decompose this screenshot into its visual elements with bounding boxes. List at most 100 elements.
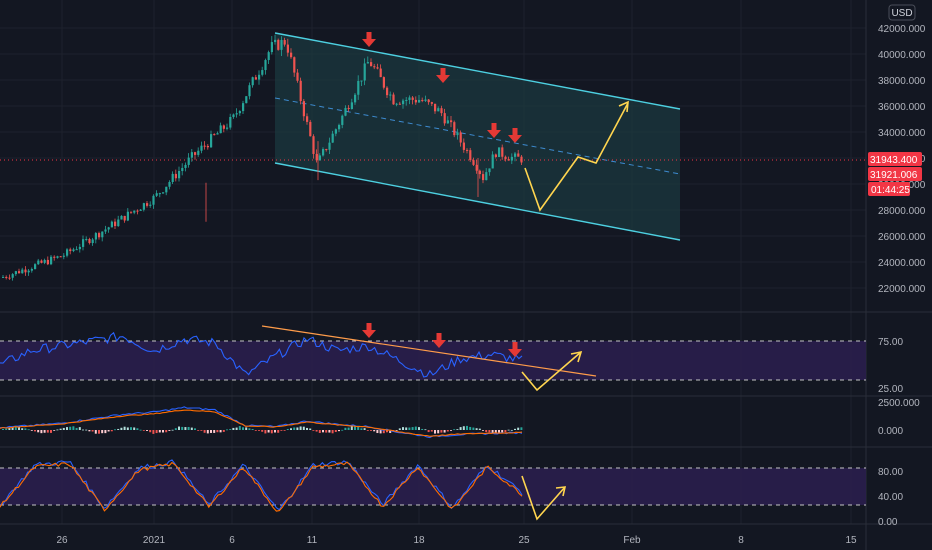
macd-histogram-bar xyxy=(360,428,363,430)
down-arrow-icon xyxy=(487,123,501,138)
macd-histogram xyxy=(2,425,523,434)
channel-mid-line[interactable] xyxy=(274,97,681,175)
time-axis[interactable]: 26 2021 6 11 18 25 Feb 8 15 xyxy=(56,535,857,546)
oscillator-axes[interactable]: 75.00 25.00 2500.000 0.000 80.00 40.00 0.00 xyxy=(878,337,920,528)
candle-body xyxy=(392,94,395,105)
candle-body xyxy=(296,72,299,81)
candle-body xyxy=(56,256,59,258)
candle-body xyxy=(504,156,507,160)
macd-histogram-bar xyxy=(155,430,158,434)
candle-body xyxy=(21,269,24,274)
price-tick-label: 26000.000 xyxy=(878,232,926,243)
macd-histogram-bar xyxy=(232,427,235,430)
macd-histogram-bar xyxy=(395,430,398,431)
macd-histogram-bar xyxy=(446,430,449,432)
macd-histogram-bar xyxy=(424,429,427,431)
macd-histogram-bar xyxy=(142,430,145,431)
macd-histogram-bar xyxy=(376,430,379,434)
candle-body xyxy=(258,74,261,80)
macd-histogram-bar xyxy=(389,430,392,433)
macd-histogram-bar xyxy=(130,427,132,430)
macd-histogram-bar xyxy=(18,427,20,430)
time-tick-label: 18 xyxy=(413,535,425,546)
candle-body xyxy=(318,155,321,161)
macd-histogram-bar xyxy=(302,426,305,430)
macd-histogram-bar xyxy=(485,430,488,433)
currency-badge[interactable]: USD xyxy=(888,4,916,21)
candle-body xyxy=(50,256,53,265)
candle-body xyxy=(171,173,174,182)
time-tick-label: 15 xyxy=(845,535,857,546)
candle-body xyxy=(456,132,459,136)
candle-body xyxy=(14,271,17,275)
candle-body xyxy=(402,100,405,105)
rsi-line xyxy=(0,331,523,378)
candle-body xyxy=(40,260,43,263)
macd-histogram-bar xyxy=(520,427,523,430)
candle-body xyxy=(347,107,350,110)
currency-label: USD xyxy=(891,8,912,19)
time-tick-label: 6 xyxy=(229,535,235,546)
macd-histogram-bar xyxy=(280,430,283,431)
candle-body xyxy=(277,39,280,50)
macd-histogram-bar xyxy=(181,426,184,430)
time-tick-label: 25 xyxy=(518,535,530,546)
macd-histogram-bar xyxy=(165,430,168,433)
candle-body xyxy=(440,108,443,114)
macd-histogram-bar xyxy=(229,429,232,430)
macd-histogram-bar xyxy=(430,430,433,432)
macd-histogram-bar xyxy=(462,426,465,430)
candle-body xyxy=(242,103,245,112)
macd-histogram-bar xyxy=(200,430,203,431)
candle-body xyxy=(206,145,209,148)
candle-body xyxy=(101,231,104,238)
candle-body xyxy=(75,249,78,251)
macd-histogram-bar xyxy=(11,426,14,430)
macd-histogram-bar xyxy=(472,427,475,430)
last-price-value: 31943.400 xyxy=(870,155,918,166)
down-arrow-icon xyxy=(508,128,522,143)
macd-histogram-bar xyxy=(344,427,347,430)
candle-body xyxy=(411,97,414,100)
macd-histogram-bar xyxy=(482,430,484,431)
candle-body xyxy=(443,113,446,124)
candle-body xyxy=(520,156,523,163)
channel-lower-line[interactable] xyxy=(274,162,681,241)
macd-histogram-bar xyxy=(398,428,401,430)
macd-histogram-bar xyxy=(126,427,129,430)
candle-body xyxy=(389,94,392,96)
candle-body xyxy=(107,227,110,230)
projection-path-main[interactable] xyxy=(524,102,629,212)
macd-panel xyxy=(0,406,523,439)
price-channel[interactable] xyxy=(274,32,681,241)
candle-body xyxy=(30,269,33,271)
candle-body xyxy=(482,174,485,181)
candle-body xyxy=(174,173,177,179)
macd-histogram-bar xyxy=(270,430,273,434)
macd-histogram-bar xyxy=(341,429,344,431)
candle-body xyxy=(152,195,155,205)
candle-body xyxy=(414,99,417,103)
macd-histogram-bar xyxy=(107,430,110,432)
candle-body xyxy=(350,102,353,110)
candle-body xyxy=(139,209,142,211)
macd-histogram-bar xyxy=(46,430,49,433)
macd-histogram-bar xyxy=(504,430,507,433)
candle-body xyxy=(427,99,430,103)
candle-body xyxy=(312,136,315,154)
time-tick-label: 26 xyxy=(56,535,68,546)
candle-body xyxy=(510,156,513,161)
candle-body xyxy=(376,67,379,69)
macd-histogram-bar xyxy=(296,427,299,430)
macd-histogram-bar xyxy=(334,430,337,433)
marker-arrows-main xyxy=(362,32,522,143)
macd-histogram-bar xyxy=(8,428,11,430)
candle-body xyxy=(123,215,126,221)
macd-histogram-bar xyxy=(72,426,75,430)
price-tick-label: 22000.000 xyxy=(878,284,926,295)
macd-histogram-bar xyxy=(152,430,155,434)
price-tick-label: 42000.000 xyxy=(878,24,926,35)
channel-upper-line[interactable] xyxy=(274,32,681,110)
macd-histogram-bar xyxy=(101,430,104,434)
